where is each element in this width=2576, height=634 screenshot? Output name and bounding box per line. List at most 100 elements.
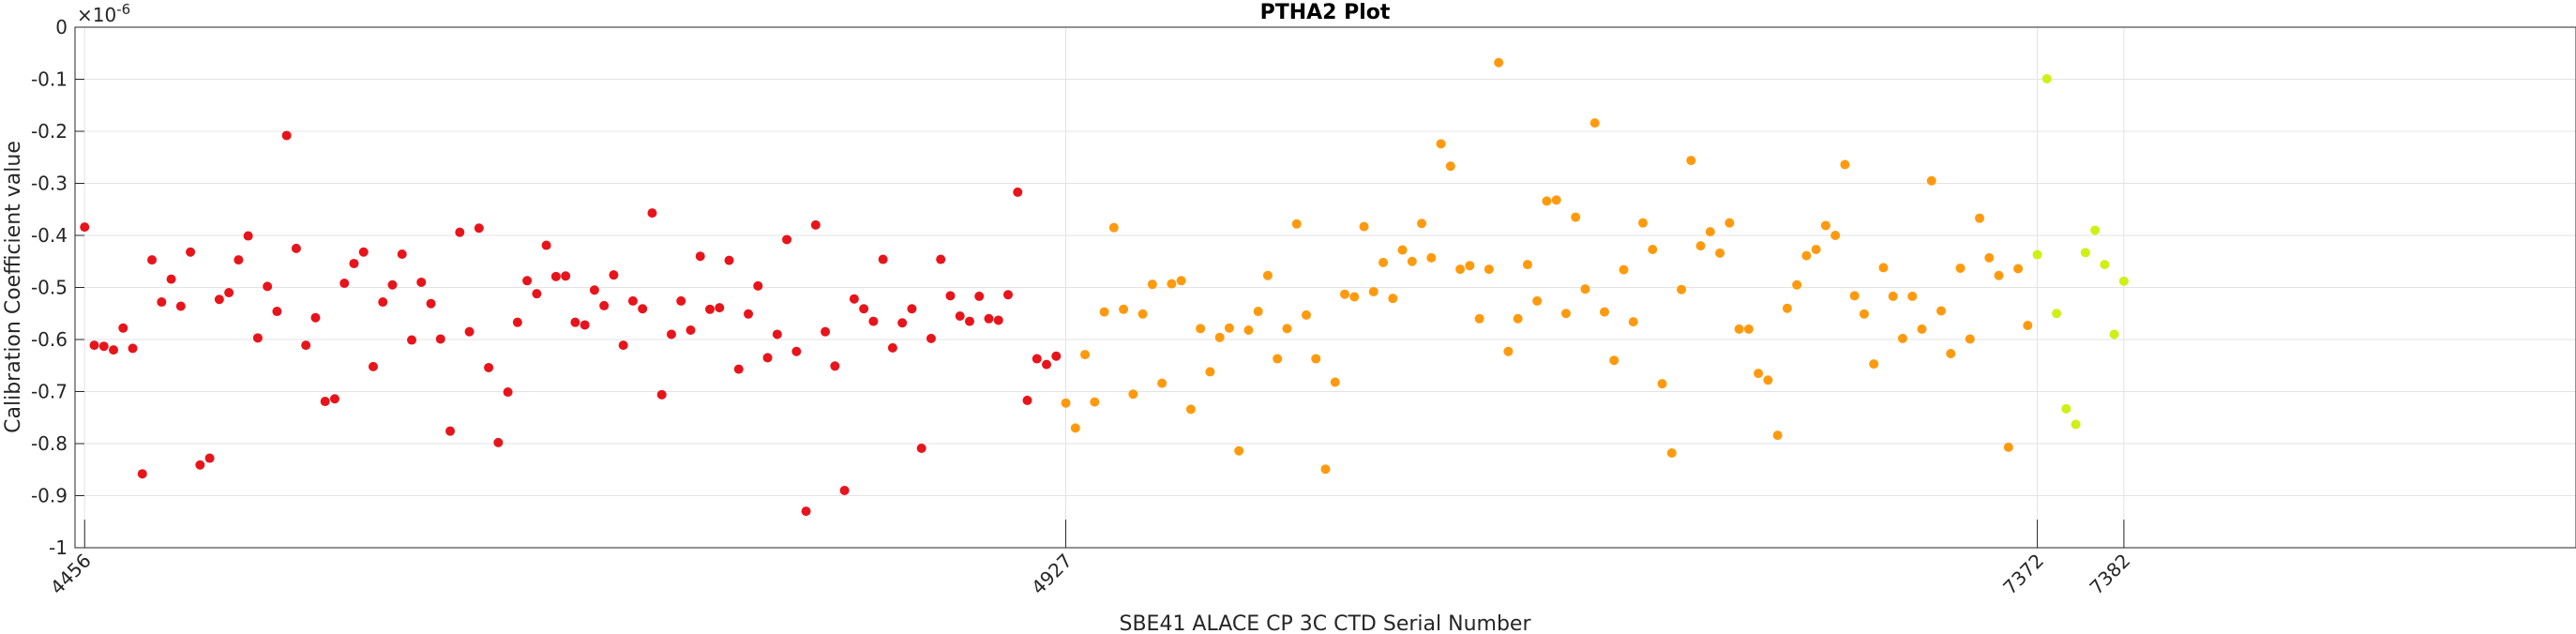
- y-tick-label: -0.3: [31, 173, 68, 195]
- data-point: [1426, 252, 1437, 263]
- data-point: [656, 389, 667, 400]
- data-point: [1108, 222, 1119, 233]
- data-point: [1291, 219, 1302, 229]
- data-point: [1907, 291, 1918, 301]
- data-points: [80, 57, 2129, 517]
- data-point: [1542, 196, 1552, 206]
- y-tick-label: -0.2: [31, 120, 68, 143]
- data-point: [1032, 354, 1042, 364]
- data-point: [1830, 231, 1841, 240]
- data-point: [830, 361, 840, 371]
- data-point: [1417, 219, 1427, 229]
- data-point: [2080, 248, 2090, 258]
- data-point: [1619, 264, 1629, 275]
- data-point: [1657, 379, 1667, 389]
- data-point: [349, 258, 359, 268]
- data-point: [2003, 442, 2013, 452]
- data-point: [599, 300, 610, 310]
- data-point: [1205, 367, 1215, 377]
- data-point: [1042, 359, 1052, 370]
- data-point: [445, 426, 456, 436]
- data-point: [1715, 248, 1725, 258]
- data-point: [2052, 309, 2062, 319]
- data-point: [1330, 377, 1340, 387]
- data-point: [1167, 279, 1177, 289]
- data-point: [676, 295, 686, 306]
- data-point: [358, 247, 369, 257]
- data-point: [627, 295, 638, 306]
- data-point: [2032, 249, 2042, 260]
- data-point: [801, 506, 811, 517]
- data-point: [1754, 369, 1764, 379]
- data-point: [1677, 284, 1687, 294]
- data-point: [1648, 244, 1658, 254]
- data-point: [2118, 276, 2129, 286]
- data-point: [2041, 73, 2052, 83]
- data-point: [868, 316, 879, 326]
- data-point: [1484, 264, 1494, 275]
- data-point: [1080, 350, 1091, 360]
- data-point: [301, 340, 311, 351]
- data-point: [329, 394, 339, 404]
- data-point: [1686, 156, 1696, 166]
- data-point: [233, 255, 244, 265]
- data-point: [1474, 313, 1484, 324]
- data-point: [926, 333, 936, 343]
- data-point: [2109, 329, 2119, 340]
- data-point: [2100, 260, 2110, 270]
- x-axis: 4456 4927 7372 7382: [46, 520, 2134, 599]
- data-point: [1282, 324, 1292, 334]
- data-point: [109, 345, 119, 355]
- data-point: [984, 313, 994, 324]
- data-point: [1090, 397, 1100, 407]
- y-exponent-label: ×10-6: [77, 1, 130, 26]
- data-point: [993, 315, 1003, 325]
- y-exponent-power: -6: [116, 1, 130, 18]
- data-point: [1849, 291, 1860, 301]
- data-point: [907, 304, 917, 314]
- y-tick-label: 0: [55, 16, 68, 38]
- data-point: [541, 240, 551, 250]
- data-point: [1061, 398, 1071, 408]
- data-point: [89, 340, 99, 351]
- data-point: [1792, 279, 1802, 290]
- data-point: [1580, 284, 1590, 294]
- y-tick-label: -0.9: [31, 485, 68, 507]
- data-point: [1128, 389, 1138, 400]
- y-axis: 0 -0.1 -0.2 -0.3 -0.4 -0.5 -0.6 -0.7 -0.8 -0.9 -1: [31, 16, 84, 559]
- y-tick-label: -1: [49, 536, 68, 559]
- data-point: [118, 323, 128, 333]
- data-point: [936, 254, 946, 264]
- data-point: [1359, 221, 1369, 232]
- x-tick-label: 4927: [1027, 550, 1077, 599]
- data-point: [2013, 264, 2024, 274]
- data-point: [733, 364, 744, 374]
- data-point: [1503, 346, 1514, 356]
- data-point: [1811, 244, 1821, 254]
- data-point: [1560, 309, 1571, 319]
- data-point: [1320, 464, 1331, 475]
- data-point: [1859, 309, 1869, 319]
- y-tick-label: -0.6: [31, 328, 68, 351]
- data-point: [272, 307, 282, 317]
- data-point: [1445, 161, 1455, 172]
- data-point: [426, 298, 436, 309]
- data-point: [1013, 187, 1023, 197]
- y-tick-label: -0.1: [31, 68, 68, 91]
- data-point: [1628, 317, 1638, 327]
- data-point: [1897, 333, 1907, 343]
- data-point: [224, 288, 234, 298]
- data-point: [705, 304, 716, 314]
- data-point: [1820, 220, 1830, 231]
- data-point: [695, 251, 705, 262]
- data-point: [455, 227, 465, 237]
- data-point: [1571, 212, 1581, 222]
- data-point: [550, 271, 561, 281]
- data-point: [137, 469, 147, 479]
- data-point: [1984, 252, 1995, 263]
- data-point: [762, 353, 773, 363]
- data-point: [1147, 279, 1157, 290]
- data-point: [532, 289, 542, 299]
- data-point: [214, 294, 224, 305]
